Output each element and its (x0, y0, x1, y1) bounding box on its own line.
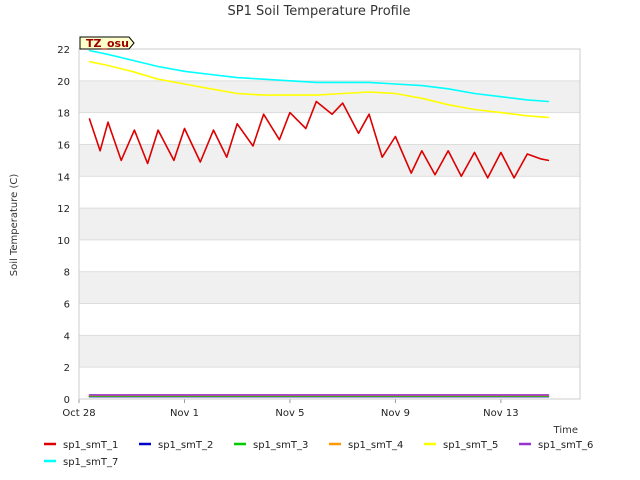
legend-item-sp1_smT_4: sp1_smT_4 (329, 440, 403, 451)
grid-band (79, 208, 580, 240)
legend-item-sp1_smT_2: sp1_smT_2 (139, 440, 213, 451)
y-tick-label: 18 (57, 109, 70, 120)
y-tick-label: 4 (64, 331, 70, 342)
plot-frame (78, 48, 581, 400)
legend-label: sp1_smT_7 (63, 457, 118, 468)
legend-label: sp1_smT_3 (253, 440, 308, 451)
y-tick-label: 6 (64, 300, 70, 311)
legend: sp1_smT_1 sp1_smT_2 sp1_smT_3 sp1_smT_4 sp1_… (44, 440, 593, 468)
x-tick-label: Nov 5 (275, 408, 304, 419)
y-tick-label: 2 (64, 363, 70, 374)
y-tick-label: 14 (57, 172, 70, 183)
badge: TZ_osu (79, 36, 135, 50)
x-tick-label: Nov 1 (170, 408, 199, 419)
badge-box (79, 36, 135, 50)
grid-band (79, 271, 580, 304)
legend-item-sp1_smT_3: sp1_smT_3 (234, 440, 308, 451)
legend-label: sp1_smT_5 (443, 440, 498, 451)
series-line-sp1_smT_7 (88, 49, 550, 103)
x-tick-label: Nov 13 (483, 408, 518, 419)
series-line-sp1_smT_5 (88, 60, 550, 119)
legend-label: sp1_smT_6 (538, 440, 593, 451)
legend-item-sp1_smT_7: sp1_smT_7 (44, 457, 118, 468)
legend-item-sp1_smT_6: sp1_smT_6 (519, 440, 593, 451)
x-axis-label: Time (553, 425, 578, 436)
chart-title: SP1 Soil Temperature Profile (228, 4, 411, 19)
y-tick-label: 10 (57, 236, 70, 247)
plot-background (79, 49, 580, 399)
y-axis-ticks: 0 2 4 6 8 10 12 14 16 18 20 22 (57, 45, 70, 406)
series-line-sp1_smT_1 (88, 100, 550, 179)
legend-label: sp1_smT_4 (348, 440, 403, 451)
x-tick-label: Nov 9 (381, 408, 410, 419)
y-tick-label: 16 (57, 140, 70, 151)
legend-label: sp1_smT_1 (63, 440, 118, 451)
legend-item-sp1_smT_1: sp1_smT_1 (44, 440, 118, 451)
y-tick-label: 0 (64, 395, 70, 406)
legend-item-sp1_smT_5: sp1_smT_5 (424, 440, 498, 451)
series-lines (88, 49, 550, 398)
y-axis-label: Soil Temperature (C) (9, 174, 20, 277)
y-tick-label: 12 (57, 204, 70, 215)
badge-label: TZ_osu (86, 37, 129, 50)
x-tick-label: Oct 28 (62, 408, 95, 419)
grid-lines (79, 48, 580, 400)
y-tick-label: 22 (57, 45, 70, 56)
legend-label: sp1_smT_2 (158, 440, 213, 451)
x-axis-ticks: Oct 28 Nov 1 Nov 5 Nov 9 Nov 13 (62, 399, 519, 419)
y-tick-label: 8 (64, 268, 70, 279)
grid-band (79, 335, 580, 368)
y-tick-label: 20 (57, 77, 70, 88)
